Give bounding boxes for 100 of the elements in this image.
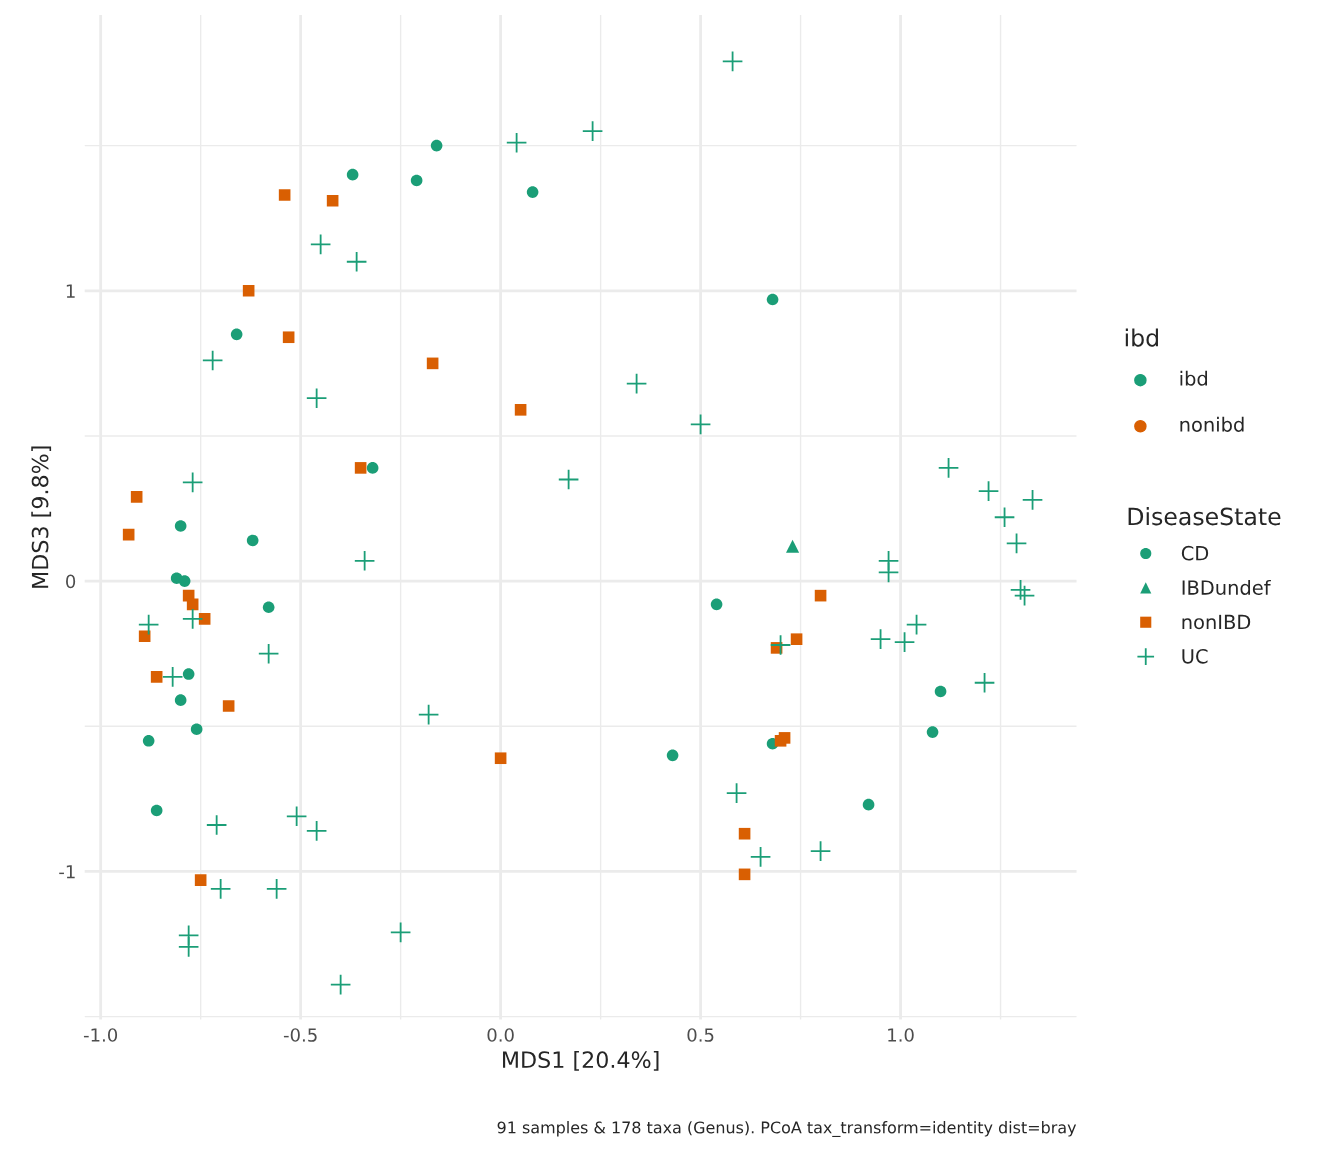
point — [182, 668, 195, 680]
x-tick-label: -1.0 — [83, 1028, 118, 1042]
point — [305, 820, 328, 842]
point — [174, 520, 187, 532]
point — [557, 468, 580, 491]
point — [305, 387, 328, 409]
point — [242, 284, 255, 297]
point — [246, 534, 259, 547]
point — [738, 827, 751, 840]
text: DiseaseState — [1128, 507, 1281, 526]
point — [137, 613, 160, 636]
point — [721, 50, 744, 73]
point — [198, 613, 211, 625]
point — [282, 331, 295, 344]
point — [389, 921, 412, 944]
point — [430, 139, 443, 152]
x-tick-label: 0.0 — [487, 1028, 514, 1042]
point — [177, 936, 200, 958]
point — [738, 868, 751, 881]
point — [205, 814, 228, 836]
point — [1005, 532, 1028, 555]
point — [285, 805, 308, 828]
legend-label: nonIBD — [1182, 614, 1251, 630]
point — [1021, 489, 1044, 511]
point — [194, 874, 207, 886]
point — [138, 630, 151, 643]
point — [926, 726, 939, 738]
text: 91 samples & 178 taxa (Genus). PCoA tax_transform=identity dist=bray — [497, 1121, 1077, 1138]
point — [893, 631, 916, 653]
legend-label: IBDundef — [1182, 579, 1271, 595]
point — [514, 404, 527, 416]
point — [710, 598, 723, 611]
point — [749, 846, 772, 868]
point — [150, 804, 163, 817]
point — [150, 671, 163, 683]
point — [725, 782, 748, 804]
text: nonibd — [1180, 416, 1244, 432]
point — [262, 601, 275, 614]
point — [345, 251, 368, 273]
point — [222, 700, 235, 712]
point — [785, 539, 800, 553]
point — [346, 168, 359, 181]
y-tick-label: 0 — [66, 574, 76, 589]
point — [809, 840, 832, 862]
point — [130, 491, 143, 503]
point — [625, 372, 648, 395]
y-tick-label: 1 — [66, 284, 75, 298]
point — [689, 413, 712, 436]
point — [814, 589, 827, 602]
x-tick-label: 1.0 — [888, 1028, 914, 1042]
point — [201, 349, 224, 372]
legend-label: CD — [1181, 545, 1209, 561]
point — [526, 186, 539, 198]
x-tick-label: -0.5 — [283, 1028, 317, 1042]
point — [769, 634, 792, 656]
point — [354, 462, 367, 474]
point — [122, 528, 135, 541]
point — [161, 666, 184, 688]
point — [993, 506, 1016, 528]
x-tick-label: 0.5 — [687, 1028, 714, 1042]
point — [329, 973, 352, 996]
point — [666, 749, 679, 762]
point — [977, 480, 1000, 502]
point — [869, 628, 892, 650]
point — [766, 293, 779, 306]
point — [862, 798, 875, 811]
point — [181, 608, 204, 630]
legend-label: UC — [1182, 648, 1208, 664]
text: ibd — [1180, 370, 1208, 386]
point — [934, 685, 947, 698]
point — [326, 194, 339, 207]
point — [353, 550, 376, 572]
point — [174, 694, 187, 706]
point — [505, 131, 528, 154]
point — [278, 189, 291, 201]
point — [581, 120, 604, 142]
point — [410, 174, 423, 187]
point — [1009, 579, 1032, 601]
text: ibd — [1125, 328, 1158, 347]
point — [790, 633, 803, 645]
point — [366, 462, 379, 474]
point — [937, 457, 960, 479]
point — [494, 752, 507, 765]
point — [1013, 584, 1036, 607]
point — [190, 723, 203, 735]
point — [774, 734, 787, 747]
point — [257, 642, 280, 665]
x-axis-title: MDS1 [20.4%] — [503, 1050, 659, 1071]
point — [905, 613, 928, 636]
point — [142, 734, 155, 747]
point — [309, 233, 332, 256]
y-tick-label: -1 — [59, 865, 75, 879]
point — [178, 575, 191, 587]
point — [181, 471, 204, 494]
point — [973, 672, 996, 694]
point — [426, 357, 439, 370]
point — [877, 561, 900, 584]
point — [230, 328, 243, 341]
y-axis-title: MDS3 [9.8%] — [31, 446, 52, 588]
point — [265, 878, 288, 900]
